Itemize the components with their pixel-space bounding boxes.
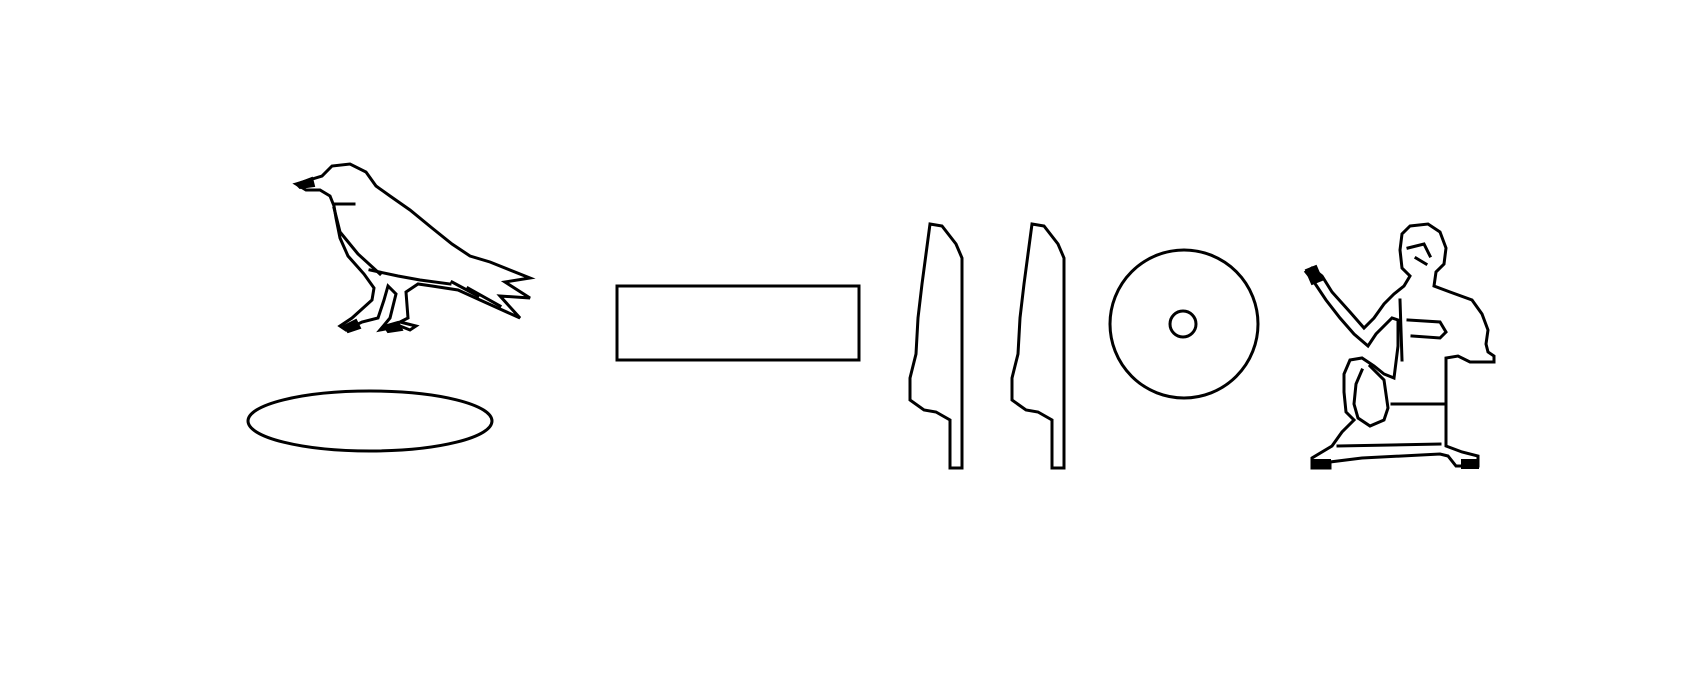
rectangle-hieroglyph-icon [615, 284, 861, 362]
sun-disc-hieroglyph-icon [1108, 248, 1260, 400]
seated-man-hieroglyph-icon [1303, 222, 1496, 470]
oval-hieroglyph-icon [246, 389, 494, 453]
reed-leaf-hieroglyph-icon-2 [1010, 222, 1066, 470]
bird-hieroglyph-icon [292, 162, 536, 334]
reed-leaf-hieroglyph-icon [908, 222, 964, 470]
